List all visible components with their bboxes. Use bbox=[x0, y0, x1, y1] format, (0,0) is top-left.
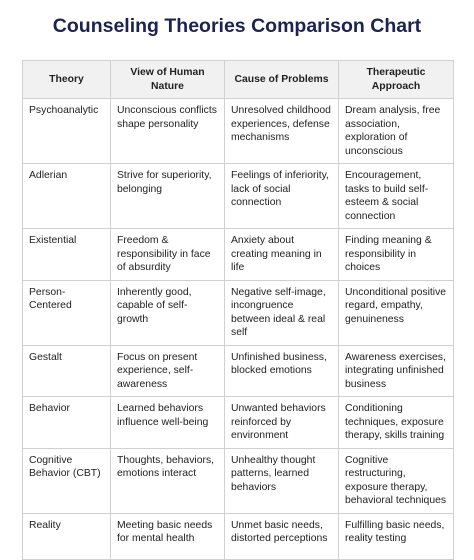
theory-cell: Reality bbox=[22, 512, 111, 560]
header-cell: View of Human Nature bbox=[110, 60, 225, 99]
table-row: Behavior Learned behaviors influence well… bbox=[22, 396, 454, 449]
table-row: Reality Meeting basic needs for mental he… bbox=[22, 512, 454, 560]
table-cell: Unfinished business, blocked emotions bbox=[224, 344, 339, 397]
table-cell: Feelings of inferiority, lack of social … bbox=[224, 163, 339, 229]
table-cell: Fulfilling basic needs, reality testing bbox=[338, 512, 454, 560]
table-cell: Inherently good, capable of self-growth bbox=[110, 279, 225, 346]
table-cell: Unresolved childhood experiences, defens… bbox=[224, 98, 339, 164]
table-cell: Negative self-image, incongruence betwee… bbox=[224, 279, 339, 346]
table-cell: Meeting basic needs for mental health bbox=[110, 512, 225, 560]
table-row: Psychoanalytic Unconscious conflicts shap… bbox=[22, 98, 454, 164]
table-cell: Cognitive restructuring, exposure therap… bbox=[338, 447, 454, 514]
table-row: Adlerian Strive for superiority, belongin… bbox=[22, 163, 454, 229]
table-row: Cognitive Behavior (CBT) Thoughts, behavi… bbox=[22, 447, 454, 514]
theory-cell: Cognitive Behavior (CBT) bbox=[22, 447, 111, 514]
table-cell: Unconditional positive regard, empathy, … bbox=[338, 279, 454, 346]
page: Counseling Theories Comparison Chart The… bbox=[22, 15, 454, 560]
table-cell: Awareness exercises, integrating unfinis… bbox=[338, 344, 454, 397]
header-cell: Theory bbox=[22, 60, 111, 99]
table-cell: Strive for superiority, belonging bbox=[110, 163, 225, 229]
theory-cell: Adlerian bbox=[22, 163, 111, 229]
header-cell: Cause of Problems bbox=[224, 60, 339, 99]
table-cell: Thoughts, behaviors, emotions interact bbox=[110, 447, 225, 514]
header-cell: Therapeutic Approach bbox=[338, 60, 454, 99]
table-row: Gestalt Focus on present experience, self… bbox=[22, 344, 454, 397]
table-cell: Unhealthy thought patterns, learned beha… bbox=[224, 447, 339, 514]
table-cell: Dream analysis, free association, explor… bbox=[338, 98, 454, 164]
table-cell: Finding meaning & responsibility in choi… bbox=[338, 228, 454, 281]
table-cell: Unwanted behaviors reinforced by environ… bbox=[224, 396, 339, 449]
table-row: Person-Centered Inherently good, capable … bbox=[22, 279, 454, 346]
table-cell: Freedom & responsibility in face of absu… bbox=[110, 228, 225, 281]
header-row: Theory View of Human Nature Cause of Probl… bbox=[22, 60, 454, 99]
table-cell: Focus on present experience, self-awaren… bbox=[110, 344, 225, 397]
table-cell: Anxiety about creating meaning in life bbox=[224, 228, 339, 281]
theory-cell: Psychoanalytic bbox=[22, 98, 111, 164]
table-cell: Unmet basic needs, distorted perceptions bbox=[224, 512, 339, 560]
theory-cell: Gestalt bbox=[22, 344, 111, 397]
table-cell: Unconscious conflicts shape personality bbox=[110, 98, 225, 164]
comparison-table: Theory View of Human Nature Cause of Probl… bbox=[22, 60, 454, 560]
theory-cell: Behavior bbox=[22, 396, 111, 449]
theory-cell: Person-Centered bbox=[22, 279, 111, 346]
table-cell: Encouragement, tasks to build self-estee… bbox=[338, 163, 454, 229]
title: Counseling Theories Comparison Chart bbox=[52, 15, 422, 37]
table-row: Existential Freedom & responsibility in f… bbox=[22, 228, 454, 281]
table-cell: Conditioning techniques, exposure therap… bbox=[338, 396, 454, 449]
table-cell: Learned behaviors influence well-being bbox=[110, 396, 225, 449]
theory-cell: Existential bbox=[22, 228, 111, 281]
